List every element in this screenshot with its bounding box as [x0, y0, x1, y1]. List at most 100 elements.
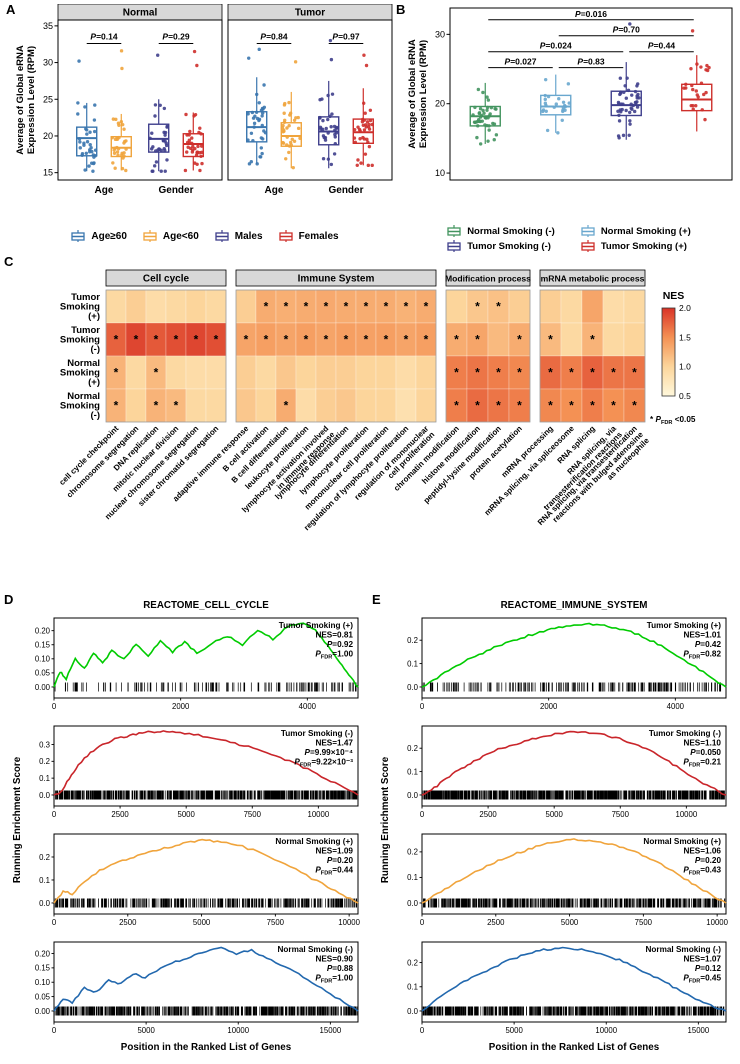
heatmap-row-label: Smoking: [60, 302, 100, 313]
boxplot-key-icon: [447, 225, 461, 237]
data-point: [282, 111, 286, 115]
panel-a-label: A: [6, 2, 16, 17]
significance-star: *: [384, 333, 389, 347]
data-point: [294, 116, 298, 120]
gene-hit-barcode: [54, 898, 358, 908]
x-tick-label: 0: [52, 1026, 57, 1035]
y-tick-label: 0.2: [39, 853, 50, 862]
heatmap-cell: [623, 289, 646, 324]
data-point: [192, 49, 197, 54]
y-tick-label: 0.15: [35, 964, 51, 973]
data-point: [165, 125, 169, 129]
panel-b-legend: Normal Smoking (-) Normal Smoking (+) Tumo…: [398, 224, 738, 253]
data-point: [92, 118, 97, 122]
x-group-label: Age: [265, 185, 284, 196]
heatmap-cell: [415, 388, 437, 423]
data-point: [618, 76, 623, 80]
data-point: [283, 118, 287, 122]
significance-star: *: [324, 333, 329, 347]
data-point: [628, 119, 632, 123]
significance-star: *: [174, 333, 179, 347]
data-point: [560, 118, 564, 123]
heatmap-cell: [415, 355, 437, 390]
heatmap-row-label: (+): [88, 377, 100, 388]
data-point: [120, 166, 125, 171]
panel-c-heatmap-chart: TumorSmoking(+)TumorSmoking(-)NormalSmok…: [57, 269, 696, 532]
data-point: [260, 151, 264, 156]
data-point: [150, 169, 154, 173]
data-point: [289, 143, 293, 147]
significance-star: *: [284, 333, 289, 347]
data-point: [156, 53, 160, 57]
data-point: [695, 62, 699, 66]
data-point: [183, 168, 188, 173]
heatmap-row-label: Smoking: [60, 401, 100, 412]
gsea-p-value: P=9.99×10⁻⁴: [305, 748, 353, 757]
data-point: [246, 112, 250, 116]
heatmap-cell: [105, 289, 127, 324]
data-point: [702, 92, 706, 97]
y-tick-label: 0.1: [39, 876, 50, 885]
data-point: [368, 108, 373, 112]
star-note: * PFDR <0.05: [650, 415, 696, 426]
box-group: [246, 38, 374, 170]
y-tick-label: 0.2: [407, 636, 418, 645]
enrichment-curve: [53, 622, 359, 688]
data-point: [195, 150, 200, 154]
heatmap-cell: [508, 289, 531, 324]
data-point: [262, 83, 266, 87]
data-point: [367, 127, 372, 131]
x-tick-label: 5000: [545, 810, 563, 819]
heatmap-cell: [539, 289, 562, 324]
data-point: [255, 116, 260, 121]
data-point: [326, 131, 330, 135]
data-point: [257, 101, 261, 105]
enrichment-curve: [421, 838, 727, 904]
heatmap-block-border: [105, 289, 227, 423]
significance-star: *: [548, 333, 553, 347]
data-point: [252, 121, 257, 126]
heatmap-group-title: Immune System: [298, 274, 375, 285]
data-point: [321, 118, 325, 123]
gsea-group-label: Tumor Smoking (+): [279, 621, 353, 630]
data-point: [473, 120, 477, 125]
gsea-p-value: P=0.20: [327, 856, 354, 865]
data-point: [364, 125, 368, 129]
data-point: [359, 161, 363, 165]
significance-star: *: [454, 399, 459, 413]
gsea-group-label: Tumor Smoking (-): [649, 729, 721, 738]
significance-star: *: [517, 399, 522, 413]
data-point: [629, 102, 633, 106]
y-tick-label: 0.2: [407, 744, 418, 753]
data-point: [198, 168, 202, 173]
heatmap-group-strip: [235, 269, 437, 287]
data-point: [332, 124, 337, 129]
x-tick-label: 4000: [667, 702, 685, 711]
data-point: [485, 95, 489, 99]
data-point: [616, 134, 621, 138]
data-point: [546, 94, 551, 99]
heatmap-row-label: Tumor: [71, 292, 100, 303]
data-point: [287, 150, 291, 155]
data-point: [478, 142, 483, 146]
significance-star: *: [344, 300, 349, 314]
heatmap-cell: [355, 355, 377, 390]
data-point: [84, 151, 89, 155]
data-point: [694, 89, 698, 93]
significance-star: *: [304, 333, 309, 347]
gsea-group-label: Normal Smoking (-): [277, 945, 353, 954]
data-point: [330, 92, 335, 96]
data-point: [115, 137, 120, 142]
significance-star: *: [611, 399, 616, 413]
p-value-label: P=0.027: [505, 57, 537, 67]
data-point: [368, 118, 373, 123]
x-tick-label: 7500: [244, 810, 262, 819]
data-point: [543, 101, 548, 105]
x-tick-label: 0: [420, 702, 425, 711]
data-point: [287, 100, 291, 105]
heatmap-cell: [602, 322, 625, 357]
significance-star: *: [569, 399, 574, 413]
gsea-title: REACTOME_CELL_CYCLE: [143, 600, 269, 611]
enrichment-curve: [421, 730, 727, 796]
data-point: [159, 169, 163, 173]
